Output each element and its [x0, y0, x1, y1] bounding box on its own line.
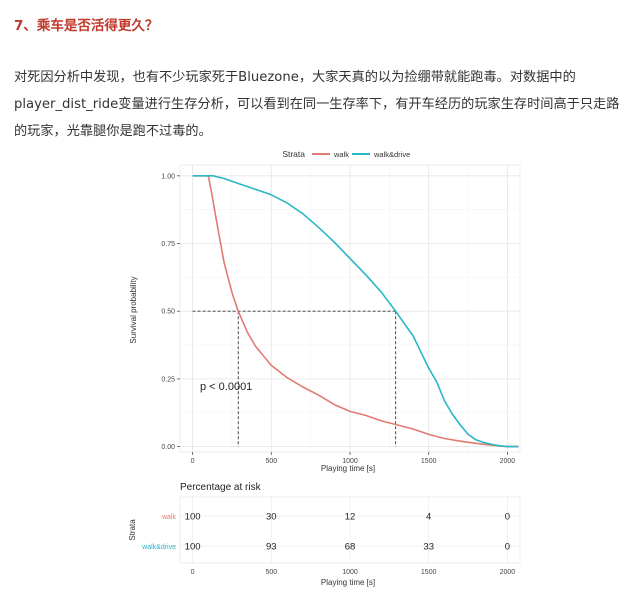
risk-cell: 33: [423, 542, 434, 553]
risk-cell: 0: [505, 512, 510, 523]
y-tick-label: 0.00: [161, 444, 175, 451]
paragraph-line-1: 对死因分析中发现，也有不少玩家死于Bluezone，大家天真的以为捡绷带就能跑毒…: [14, 70, 576, 85]
y-axis-ticks: 0.00 0.25 0.50 0.75 1.00: [161, 173, 180, 451]
legend-entry-walk-drive: walk&drive: [373, 150, 410, 159]
risk-cell: 12: [345, 512, 356, 523]
y-tick-label: 0.50: [161, 309, 175, 316]
y-tick-label: 1.00: [161, 173, 175, 180]
x-tick-label: 500: [265, 458, 277, 465]
x-axis-ticks: 0 500 1000 1500 2000: [191, 452, 516, 465]
series-line-walk: [192, 175, 519, 448]
x-axis-label: Playing time [s]: [321, 464, 375, 473]
p-value-annotation: p < 0.0001: [200, 381, 252, 393]
risk-row-label: walk: [161, 514, 177, 521]
risk-cell: 0: [505, 542, 510, 553]
risk-row-label: walk&drive: [141, 544, 176, 551]
y-axis-label: Survival probability: [129, 276, 138, 343]
legend-title: Strata: [282, 149, 305, 159]
risk-table-title: Percentage at risk: [180, 482, 262, 493]
x-tick-label: 1000: [342, 458, 358, 465]
risk-x-tick-label: 1000: [342, 569, 358, 576]
x-tick-label: 0: [191, 458, 195, 465]
risk-table-y-label: Strata: [128, 519, 137, 541]
risk-cell: 68: [345, 542, 356, 553]
grid: [180, 165, 520, 452]
series-group: [192, 175, 519, 448]
risk-x-tick-label: 500: [265, 569, 277, 576]
section-heading: 7、乘车是否活得更久？: [14, 18, 159, 34]
y-tick-label: 0.75: [161, 241, 175, 248]
risk-cell: 100: [185, 512, 201, 523]
legend-entry-walk: walk: [333, 150, 349, 159]
risk-cell: 100: [185, 542, 201, 553]
y-tick-label: 0.25: [161, 376, 175, 383]
article-paragraph: 对死因分析中发现，也有不少玩家死于Bluezone，大家天真的以为捡绷带就能跑毒…: [14, 64, 629, 145]
paragraph-line-2: player_dist_ride变量进行生存分析，可以看到在同一生存率下，有开车…: [14, 97, 620, 112]
risk-table-x-label: Playing time [s]: [321, 578, 375, 587]
series-line-walk-drive: [192, 175, 519, 448]
risk-x-tick-label: 1500: [421, 569, 437, 576]
paragraph-line-3: 的玩家，光靠腿你是跑不过毒的。: [14, 124, 212, 139]
x-tick-label: 1500: [421, 458, 437, 465]
risk-x-tick-label: 0: [191, 569, 195, 576]
risk-cell: 93: [266, 542, 277, 553]
x-tick-label: 2000: [500, 458, 516, 465]
risk-cell: 4: [426, 512, 431, 523]
legend: Strata walk walk&drive: [282, 149, 410, 159]
risk-cell: 30: [266, 512, 277, 523]
risk-x-tick-label: 2000: [500, 569, 516, 576]
